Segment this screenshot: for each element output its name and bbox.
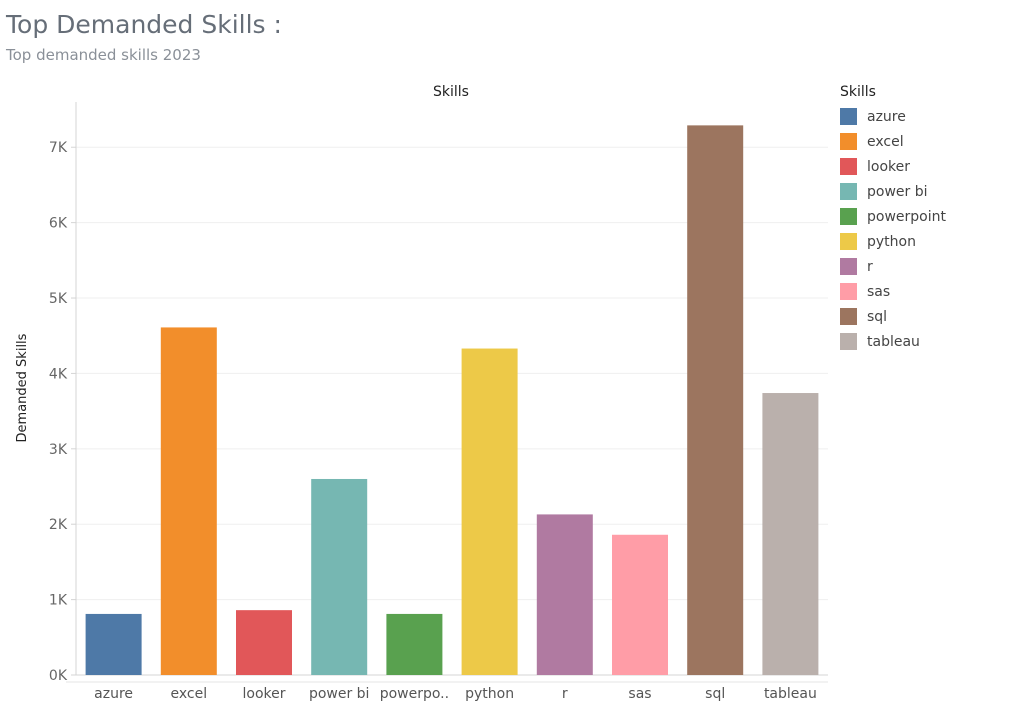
axis-labels: 0K 1K 2K 3K 4K 5K 6K 7K azure excel looker power bi… (49, 140, 817, 702)
x-tick-label: r (562, 686, 568, 702)
legend-title: Skills (840, 84, 876, 100)
legend-label: looker (867, 158, 910, 175)
legend-label: python (867, 233, 916, 250)
x-tick-label: excel (170, 686, 207, 702)
legend-swatch (840, 133, 857, 150)
page-subtitle: Top demanded skills 2023 (6, 46, 201, 64)
legend-swatch (840, 108, 857, 125)
legend-label: r (867, 258, 873, 275)
x-tick-label: sql (705, 686, 725, 702)
legend-label: sql (867, 308, 888, 325)
y-tick-label: 7K (49, 140, 68, 156)
legend-item-looker[interactable]: looker (840, 154, 946, 179)
bar-excel[interactable] (160, 327, 217, 675)
bar-r[interactable] (536, 514, 593, 675)
legend-swatch (840, 208, 857, 225)
bar-sas[interactable] (612, 534, 668, 675)
bars (85, 125, 819, 675)
bar-python[interactable] (461, 348, 518, 675)
legend-item-sql[interactable]: sql (840, 304, 946, 329)
legend-items: azure excel looker power bi powerpoint python… (840, 104, 946, 354)
legend-swatch (840, 333, 857, 350)
legend-label: azure (867, 108, 906, 125)
y-tick-label: 3K (49, 442, 68, 458)
legend-swatch (840, 308, 857, 325)
legend: Skills azure excel looker power bi powerpoin… (840, 84, 946, 354)
legend-item-azure[interactable]: azure (840, 104, 946, 129)
y-tick-label: 6K (49, 216, 68, 232)
y-tick-label: 2K (49, 517, 68, 533)
y-tick-label: 5K (49, 291, 68, 307)
legend-item-excel[interactable]: excel (840, 129, 946, 154)
legend-item-powerpoint[interactable]: powerpoint (840, 204, 946, 229)
bar-powerpoint[interactable] (386, 613, 443, 675)
bar-looker[interactable] (236, 610, 292, 675)
bar-power-bi[interactable] (311, 478, 368, 675)
x-tick-label: sas (628, 686, 651, 702)
x-tick-label: azure (94, 686, 133, 702)
legend-label: powerpoint (867, 208, 946, 225)
x-tick-label: looker (243, 686, 286, 702)
chart-title: Skills (433, 84, 469, 100)
legend-item-python[interactable]: python (840, 229, 946, 254)
legend-item-r[interactable]: r (840, 254, 946, 279)
legend-label: tableau (867, 333, 920, 350)
legend-swatch (840, 158, 857, 175)
page-title: Top Demanded Skills : (6, 10, 282, 39)
y-tick-label: 4K (49, 366, 68, 382)
bar-sql[interactable] (687, 125, 744, 675)
legend-swatch (840, 283, 857, 300)
legend-item-sas[interactable]: sas (840, 279, 946, 304)
x-tick-label: powerpo.. (380, 686, 449, 702)
x-tick-label: power bi (309, 686, 370, 702)
x-tick-label: tableau (764, 686, 817, 702)
bar-azure[interactable] (85, 613, 142, 675)
legend-item-tableau[interactable]: tableau (840, 329, 946, 354)
legend-swatch (840, 183, 857, 200)
y-tick-label: 0K (49, 668, 68, 684)
legend-label: excel (867, 133, 904, 150)
bar-tableau[interactable] (762, 393, 819, 675)
legend-label: power bi (867, 183, 928, 200)
bar-chart: 0K 1K 2K 3K 4K 5K 6K 7K azure excel looker power bi… (15, 84, 828, 702)
y-tick-label: 1K (49, 593, 68, 609)
legend-item-power-bi[interactable]: power bi (840, 179, 946, 204)
legend-label: sas (867, 283, 891, 300)
y-axis-title: Demanded Skills (15, 333, 30, 442)
legend-swatch (840, 233, 857, 250)
legend-swatch (840, 258, 857, 275)
x-tick-label: python (465, 686, 514, 702)
